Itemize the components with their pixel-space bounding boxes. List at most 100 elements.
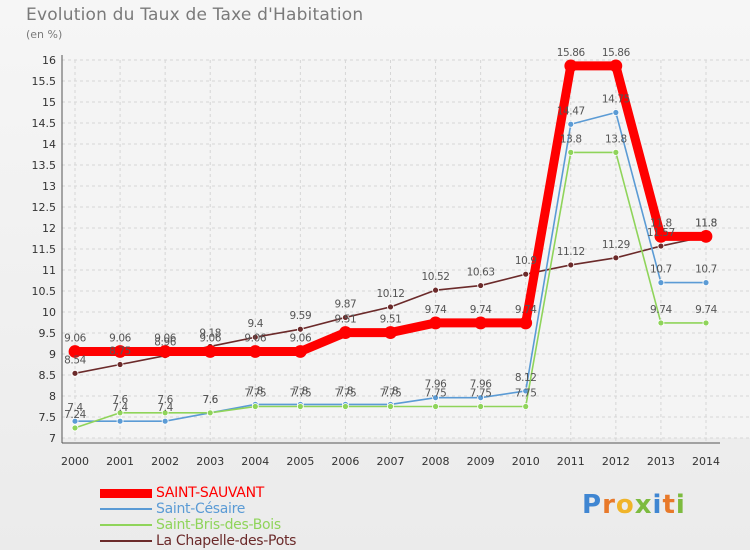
data-label: 7.75 <box>244 388 266 400</box>
x-tick-label: 2004 <box>241 455 269 468</box>
data-point <box>71 417 79 425</box>
data-point <box>609 59 623 73</box>
data-label: 7.6 <box>112 394 128 406</box>
data-label: 7.8 <box>383 385 399 397</box>
data-point <box>702 279 710 287</box>
data-point <box>432 403 439 410</box>
data-point <box>296 403 304 410</box>
legend-swatch <box>100 488 152 498</box>
legend-label: Saint-Bris-des-Bois <box>156 517 281 533</box>
y-tick-label: 9 <box>49 348 56 361</box>
data-label: 7.8 <box>248 385 264 397</box>
data-label: 10.9 <box>515 255 537 267</box>
data-point <box>612 148 620 156</box>
y-tick-label: 10.5 <box>32 285 57 298</box>
data-point <box>702 319 710 327</box>
x-tick-label: 2000 <box>61 455 89 468</box>
data-label: 9.74 <box>425 304 447 316</box>
data-label: 9.06 <box>244 332 266 344</box>
data-point <box>116 361 124 368</box>
data-point <box>387 303 394 311</box>
data-label: 9.18 <box>199 327 221 339</box>
data-point <box>206 409 214 417</box>
data-label: 13.8 <box>605 133 627 145</box>
data-point <box>429 316 442 330</box>
data-label: 7.75 <box>380 388 402 400</box>
data-point <box>248 345 262 358</box>
data-label: 11.12 <box>557 246 585 258</box>
data-label: 15.86 <box>557 47 586 59</box>
data-point <box>384 326 397 339</box>
data-label: 9.06 <box>199 332 221 344</box>
x-tick-label: 2008 <box>422 455 450 468</box>
data-point <box>657 279 665 287</box>
y-tick-label: 15 <box>42 96 56 109</box>
y-tick-label: 7.5 <box>39 411 57 424</box>
data-label: 9.74 <box>650 304 672 316</box>
data-point <box>522 403 530 410</box>
brand-letter: i <box>675 490 686 520</box>
series-0 <box>68 59 713 358</box>
data-label: 9.06 <box>289 332 311 344</box>
data-label: 11.8 <box>695 217 717 229</box>
data-label: 9.4 <box>248 318 264 330</box>
data-point <box>68 345 82 358</box>
x-tick-label: 2011 <box>557 455 585 468</box>
data-point <box>116 417 124 425</box>
data-label: 7.75 <box>335 388 357 400</box>
data-point <box>477 394 485 402</box>
y-tick-label: 11 <box>42 264 56 277</box>
data-label: 9.51 <box>380 314 402 326</box>
data-point <box>654 229 668 243</box>
data-label: 9.74 <box>515 304 537 316</box>
data-point <box>158 345 172 358</box>
data-label: 10.7 <box>650 264 672 276</box>
data-point <box>612 109 620 116</box>
data-label: 9.06 <box>64 332 86 344</box>
y-tick-label: 16 <box>42 54 56 67</box>
data-label: 7.6 <box>202 394 218 406</box>
data-label: 11.29 <box>602 239 630 251</box>
chart-title: Evolution du Taux de Taxe d'Habitation <box>26 5 364 25</box>
data-point <box>567 148 575 156</box>
y-tick-label: 13 <box>42 180 56 193</box>
data-point <box>519 316 533 330</box>
data-point <box>339 326 352 339</box>
data-label: 10.63 <box>467 267 495 279</box>
data-point <box>161 417 169 425</box>
y-tick-label: 7 <box>49 432 56 445</box>
data-label: 9.87 <box>335 298 357 310</box>
data-point <box>293 345 307 358</box>
data-point <box>612 254 620 262</box>
y-tick-label: 15.5 <box>32 75 57 88</box>
legend-swatch <box>100 540 152 542</box>
data-point <box>567 120 575 128</box>
data-point <box>296 325 304 333</box>
x-tick-label: 2001 <box>106 455 134 468</box>
x-tick-label: 2007 <box>377 455 405 468</box>
data-point <box>699 229 713 243</box>
data-label: 11.57 <box>647 227 675 239</box>
data-point <box>474 316 488 330</box>
legend-item: Saint-Bris-des-Bois <box>100 517 281 533</box>
brand-letter: i <box>652 490 663 520</box>
legend-label: La Chapelle-des-Pots <box>156 533 297 549</box>
data-label: 7.75 <box>425 388 447 400</box>
data-label: 7.4 <box>157 402 173 414</box>
data-label: 7.75 <box>470 388 492 400</box>
data-point <box>203 345 217 358</box>
y-tick-label: 13.5 <box>32 159 57 172</box>
y-tick-label: 9.5 <box>39 327 57 340</box>
x-tick-label: 2005 <box>286 455 314 468</box>
x-tick-label: 2012 <box>602 455 630 468</box>
brand-logo: Proxiti <box>582 490 686 520</box>
data-label: 7.6 <box>202 394 218 406</box>
data-label: 7.4 <box>112 402 128 414</box>
x-tick-label: 2013 <box>647 455 675 468</box>
y-tick-label: 12.5 <box>32 201 57 214</box>
data-label: 7.75 <box>515 388 537 400</box>
data-label: 9.59 <box>289 310 311 322</box>
x-tick-label: 2002 <box>151 455 179 468</box>
data-label: 7.24 <box>64 409 86 421</box>
data-point <box>432 286 439 294</box>
